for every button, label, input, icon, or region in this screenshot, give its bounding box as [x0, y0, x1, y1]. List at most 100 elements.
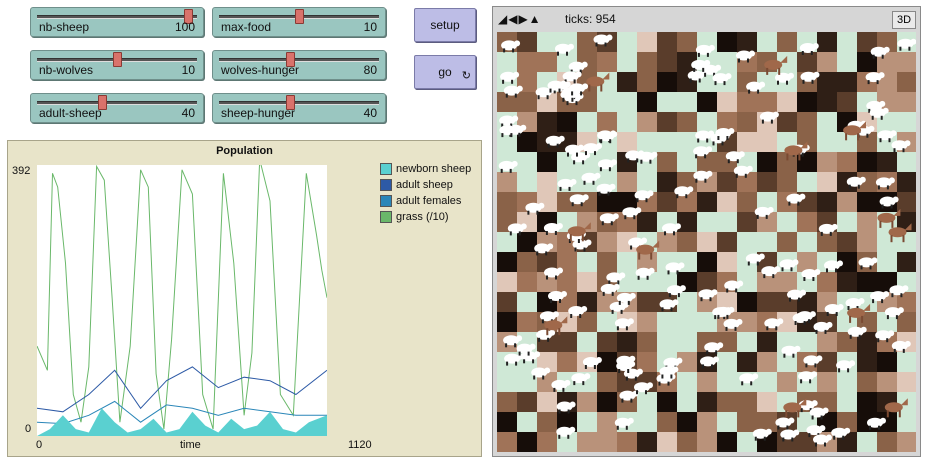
patch	[737, 232, 757, 252]
wolf-icon	[843, 121, 867, 141]
slider-thumb[interactable]	[285, 95, 295, 110]
x-axis-label: time	[180, 439, 201, 451]
go-button[interactable]: go ↻	[414, 55, 476, 89]
slider-label: nb-wolves	[39, 63, 94, 77]
legend-label: newborn sheep	[396, 163, 472, 175]
slider-value: 40	[363, 106, 377, 120]
patch	[497, 412, 517, 432]
patch	[577, 32, 597, 52]
slider-thumb[interactable]	[184, 9, 194, 24]
patch	[517, 252, 537, 272]
patch	[677, 132, 697, 152]
patch	[877, 32, 897, 52]
patch	[597, 412, 617, 432]
sheep-icon	[635, 267, 655, 280]
nb-sheep-slider[interactable]: nb-sheep 100	[30, 7, 204, 37]
patch	[857, 372, 877, 392]
patch	[877, 152, 897, 172]
patch	[517, 272, 537, 292]
patch	[797, 172, 817, 192]
sheep-icon	[799, 43, 819, 55]
sheep-icon	[597, 159, 617, 172]
wolves-hunger-slider[interactable]: wolves-hunger 80	[212, 50, 386, 80]
patch	[597, 332, 617, 352]
sheep-icon	[507, 223, 527, 236]
sheep-icon	[867, 417, 886, 430]
patch	[637, 112, 657, 132]
world-canvas[interactable]	[497, 32, 916, 452]
sheep-icon	[625, 150, 645, 163]
patch	[737, 92, 757, 112]
sheep-icon	[593, 34, 613, 47]
setup-button[interactable]: setup	[414, 8, 476, 42]
patch	[517, 372, 537, 392]
patch	[597, 232, 617, 252]
patch	[857, 192, 877, 212]
patch	[837, 392, 857, 412]
sheep-icon	[775, 417, 795, 430]
sheep-icon	[695, 44, 715, 57]
patch	[757, 132, 777, 152]
patch	[817, 352, 837, 372]
sheep-icon	[754, 206, 774, 219]
sheep-icon	[544, 267, 563, 280]
sheep-icon	[739, 373, 759, 386]
slider-thumb[interactable]	[285, 52, 295, 67]
adult-sheep-slider[interactable]: adult-sheep 40	[30, 93, 204, 123]
patch	[497, 192, 517, 212]
sheep-icon	[568, 306, 588, 318]
patch	[677, 212, 697, 232]
patch	[797, 252, 817, 272]
patch	[657, 312, 677, 332]
sheep-icon	[634, 382, 653, 395]
legend-swatch	[380, 195, 392, 207]
sheep-icon	[569, 194, 589, 207]
sheep-icon	[824, 304, 844, 316]
legend-label: adult sheep	[396, 179, 453, 191]
sheep-icon	[557, 178, 577, 191]
patch	[597, 312, 617, 332]
sheep-icon	[500, 71, 520, 84]
sheep-icon	[662, 223, 681, 236]
patch	[677, 32, 697, 52]
nb-wolves-slider[interactable]: nb-wolves 10	[30, 50, 204, 80]
view-controls-icon[interactable]: ◢◀▶▲	[498, 12, 542, 26]
sheep-icon	[847, 326, 867, 339]
patch	[777, 172, 797, 192]
sheep-icon	[565, 144, 584, 157]
plot-canvas	[37, 165, 327, 436]
3d-button[interactable]: 3D	[892, 11, 916, 29]
wolf-icon	[888, 223, 912, 243]
patch	[797, 152, 817, 172]
patch	[517, 52, 537, 72]
patch	[837, 252, 857, 272]
slider-thumb[interactable]	[295, 9, 304, 24]
sheep-icon	[693, 170, 713, 183]
patch	[537, 152, 557, 172]
plot-title: Population	[216, 145, 273, 157]
patch	[837, 72, 857, 92]
patch	[797, 112, 817, 132]
slider-thumb[interactable]	[113, 52, 122, 67]
patch	[757, 392, 777, 412]
patch	[817, 232, 837, 252]
patch	[637, 72, 657, 92]
sheep-icon	[891, 140, 911, 153]
patch	[877, 352, 897, 372]
sheep-icon	[813, 434, 832, 447]
sheep-hunger-slider[interactable]: sheep-hunger 40	[212, 93, 386, 123]
patch	[717, 212, 737, 232]
patch	[737, 32, 757, 52]
slider-thumb[interactable]	[97, 95, 107, 110]
max-food-slider[interactable]: max-food 10	[212, 7, 386, 37]
patch	[577, 332, 597, 352]
slider-value: 10	[363, 20, 377, 34]
patch	[797, 212, 817, 232]
patch	[637, 332, 657, 352]
sheep-icon	[877, 130, 897, 143]
wolf-icon	[847, 303, 871, 323]
patch	[597, 372, 617, 392]
sheep-icon	[818, 223, 838, 236]
legend-item: newborn sheep	[380, 161, 471, 177]
sheep-icon	[704, 342, 724, 355]
